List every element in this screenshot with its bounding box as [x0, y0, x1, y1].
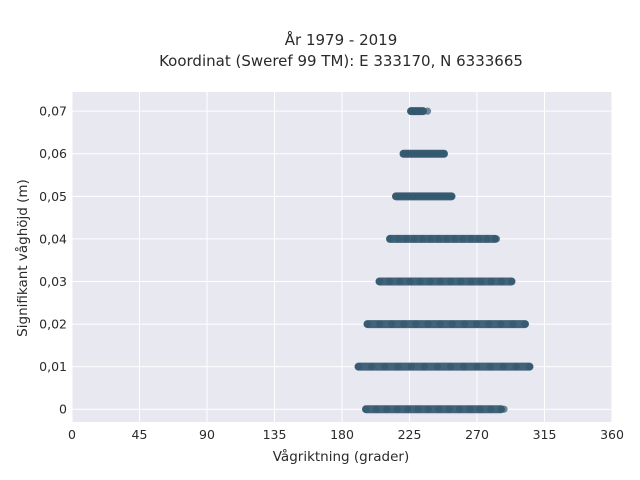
point-cluster-0-marker-9 — [455, 405, 464, 413]
point-cluster-1-marker-6 — [433, 363, 442, 371]
point-cluster-4-marker-1 — [394, 235, 402, 243]
point-cluster-4-marker-10 — [467, 235, 475, 243]
x-axis-ticks: 0 45 90 135 180 225 270 315 360 — [68, 427, 624, 442]
point-cluster-0-marker-3 — [393, 405, 401, 413]
point-cluster-1-marker-10 — [486, 363, 494, 371]
y-tick-label-1: 0,01 — [39, 359, 67, 374]
point-cluster-2-marker-4 — [412, 320, 420, 328]
y-tick-label-7: 0,07 — [39, 104, 67, 119]
point-cluster-3-marker-2 — [396, 277, 404, 286]
point-cluster-1-marker-12 — [512, 363, 520, 371]
x-tick-label-8: 360 — [600, 427, 624, 442]
point-cluster-1-marker-4 — [407, 363, 415, 371]
point-cluster-1-marker-11 — [499, 363, 507, 371]
y-tick-label-5: 0,05 — [39, 189, 67, 204]
point-cluster-3-marker-10 — [477, 277, 485, 286]
point-cluster-3-marker-12 — [497, 277, 505, 286]
point-cluster-0-marker-7 — [435, 405, 443, 413]
point-cluster-3-marker-1 — [386, 277, 394, 286]
point-cluster-1-marker-9 — [473, 363, 481, 371]
y-tick-label-3: 0,03 — [39, 274, 67, 289]
point-cluster-0-marker-0 — [362, 405, 370, 413]
x-axis-label: Vågriktning (grader) — [273, 448, 410, 465]
y-axis-label: Signifikant våghöjd (m) — [14, 179, 31, 337]
x-tick-label-6: 270 — [465, 427, 489, 442]
y-tick-label-6: 0,06 — [39, 146, 67, 161]
point-cluster-4-marker-2 — [402, 235, 410, 243]
point-cluster-2-marker-6 — [436, 320, 444, 328]
y-tick-label-0: 0 — [59, 402, 67, 417]
x-tick-label-4: 180 — [330, 427, 354, 442]
data-points — [354, 107, 534, 414]
point-cluster-0-marker-11 — [476, 405, 484, 413]
point-cluster-4-marker-9 — [459, 235, 467, 243]
point-cluster-0-marker-10 — [466, 405, 474, 413]
point-outlier-0-0 — [500, 405, 508, 413]
point-cluster-1-marker-0 — [354, 363, 363, 371]
point-cluster-0-marker-1 — [372, 405, 380, 413]
point-cluster-2-marker-1 — [376, 320, 384, 328]
point-cluster-3-marker-6 — [436, 277, 445, 286]
x-tick-label-0: 0 — [68, 427, 76, 442]
x-tick-label-5: 225 — [398, 427, 422, 442]
point-cluster-6-marker-13 — [440, 150, 448, 158]
point-cluster-3-marker-3 — [406, 277, 414, 286]
point-cluster-4-marker-12 — [483, 235, 491, 243]
point-cluster-0-marker-12 — [487, 405, 495, 413]
point-cluster-3-marker-5 — [426, 277, 434, 286]
point-cluster-4-marker-8 — [451, 235, 459, 243]
point-cluster-2-marker-10 — [485, 320, 493, 328]
point-cluster-2-marker-3 — [400, 320, 408, 328]
point-cluster-0-marker-4 — [403, 405, 412, 413]
point-outlier-7-0 — [423, 107, 432, 115]
point-cluster-2-marker-8 — [460, 320, 469, 328]
x-tick-label-2: 90 — [199, 427, 215, 442]
point-outlier-4-0 — [492, 235, 501, 243]
y-axis-ticks: 0 0,01 0,02 0,03 0,04 0,05 0,06 0,07 — [39, 104, 67, 417]
point-cluster-4-marker-6 — [434, 235, 443, 243]
point-cluster-0-marker-8 — [445, 405, 453, 413]
point-cluster-2-marker-0 — [363, 320, 372, 328]
point-cluster-1-marker-2 — [381, 363, 389, 371]
point-cluster-2-marker-2 — [388, 320, 396, 328]
point-cluster-2-marker-9 — [472, 320, 481, 328]
point-cluster-5-marker-13 — [447, 192, 456, 200]
point-cluster-3-marker-7 — [446, 277, 455, 286]
point-cluster-2-marker-11 — [497, 320, 505, 328]
point-cluster-1-marker-3 — [394, 363, 402, 371]
x-tick-label-3: 135 — [263, 427, 287, 442]
point-cluster-4-marker-5 — [426, 235, 434, 243]
point-cluster-4-marker-11 — [475, 235, 483, 243]
point-cluster-1-marker-7 — [446, 363, 455, 371]
chart-title: År 1979 - 2019 — [285, 30, 398, 49]
point-cluster-4-marker-0 — [386, 235, 394, 243]
point-cluster-3-marker-11 — [487, 277, 495, 286]
point-cluster-1-marker-8 — [460, 363, 468, 371]
y-tick-label-2: 0,02 — [39, 317, 67, 332]
point-cluster-0-marker-5 — [414, 405, 422, 413]
point-cluster-1-marker-1 — [368, 363, 376, 371]
point-cluster-2-marker-7 — [448, 320, 456, 328]
point-cluster-3-marker-0 — [375, 277, 384, 286]
point-cluster-2-marker-12 — [509, 320, 517, 328]
point-cluster-4-marker-3 — [410, 235, 418, 243]
grid-lines — [71, 92, 613, 422]
y-tick-label-4: 0,04 — [39, 231, 67, 246]
point-cluster-4-marker-7 — [442, 235, 451, 243]
point-cluster-3-marker-4 — [416, 277, 424, 286]
point-cluster-2-marker-13 — [521, 320, 529, 328]
point-cluster-4-marker-4 — [418, 235, 426, 243]
x-tick-label-1: 45 — [132, 427, 148, 442]
chart-subtitle: Koordinat (Sweref 99 TM): E 333170, N 63… — [159, 52, 523, 70]
point-cluster-1-marker-13 — [525, 363, 534, 371]
x-tick-label-7: 315 — [533, 427, 557, 442]
point-cluster-0-marker-2 — [383, 405, 391, 413]
point-cluster-3-marker-9 — [467, 277, 475, 286]
point-cluster-1-marker-5 — [420, 363, 428, 371]
point-cluster-3-marker-13 — [507, 277, 516, 286]
point-cluster-0-marker-6 — [424, 405, 432, 413]
point-cluster-3-marker-8 — [457, 277, 465, 286]
point-cluster-2-marker-5 — [424, 320, 432, 328]
